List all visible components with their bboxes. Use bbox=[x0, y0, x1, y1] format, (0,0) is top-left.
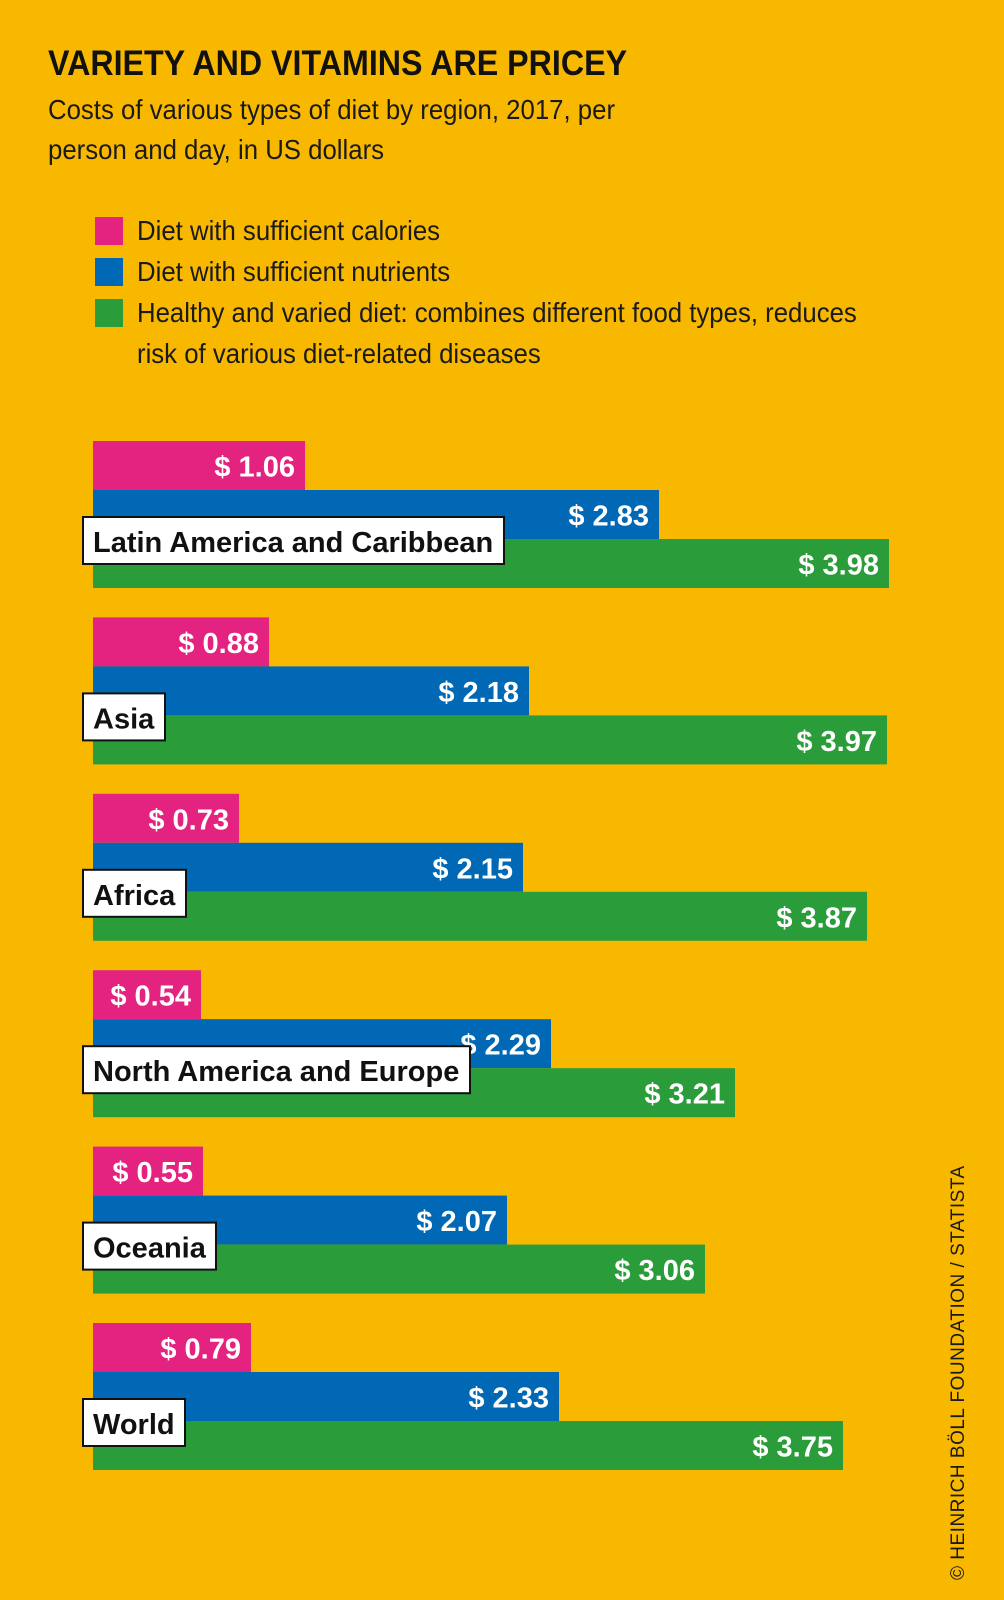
legend: Diet with sufficient calories Diet with … bbox=[95, 210, 927, 374]
category-label-oceania: Oceania bbox=[82, 1221, 217, 1271]
category-label-text: Africa bbox=[93, 880, 176, 912]
value-label-africa-nutrients: $ 2.15 bbox=[432, 853, 513, 885]
category-label-world: World bbox=[82, 1398, 186, 1447]
value-label-latin-america-and-caribbean-healthy: $ 3.98 bbox=[798, 550, 879, 582]
category-label-box bbox=[82, 868, 187, 918]
legend-item-nutrients: Diet with sufficient nutrients bbox=[95, 251, 927, 292]
bar-asia-calories bbox=[93, 617, 269, 667]
value-label-africa-healthy: $ 3.87 bbox=[776, 902, 857, 934]
category-label-africa: Africa bbox=[82, 868, 187, 918]
category-label-text: World bbox=[93, 1409, 175, 1441]
chart-title: VARIETY AND VITAMINS ARE PRICEY bbox=[48, 44, 628, 83]
value-label-oceania-calories: $ 0.55 bbox=[112, 1157, 193, 1189]
bar-oceania-calories bbox=[93, 1146, 203, 1196]
category-label-box bbox=[82, 692, 166, 742]
value-label-world-nutrients: $ 2.33 bbox=[468, 1383, 549, 1415]
legend-swatch-calories bbox=[95, 217, 123, 245]
value-label-africa-calories: $ 0.73 bbox=[148, 804, 229, 836]
value-label-world-healthy: $ 3.75 bbox=[752, 1432, 833, 1464]
chart-subtitle: Costs of various types of diet by region… bbox=[48, 94, 616, 165]
bar-world-healthy bbox=[93, 1421, 843, 1470]
legend-label-nutrients: Diet with sufficient nutrients bbox=[137, 256, 451, 287]
category-label-asia: Asia bbox=[82, 692, 166, 742]
bar-latin-america-and-caribbean-calories bbox=[93, 441, 305, 490]
category-label-box bbox=[82, 1221, 217, 1271]
category-label-text: North America and Europe bbox=[93, 1056, 459, 1088]
value-label-north-america-and-europe-healthy: $ 3.21 bbox=[644, 1079, 725, 1111]
bar-north-america-and-europe-calories bbox=[93, 970, 201, 1020]
value-label-world-calories: $ 0.79 bbox=[160, 1334, 241, 1366]
category-label-box bbox=[82, 1398, 186, 1447]
legend-item-healthy: Healthy and varied diet: combines differ… bbox=[95, 292, 927, 374]
value-label-north-america-and-europe-calories: $ 0.54 bbox=[110, 981, 191, 1013]
category-label-box bbox=[82, 516, 505, 565]
credit-text: © HEINRICH BÖLL FOUNDATION / STATISTA bbox=[948, 1165, 969, 1580]
category-label-latin-america-and-caribbean: Latin America and Caribbean bbox=[82, 516, 505, 565]
legend-item-calories: Diet with sufficient calories bbox=[95, 210, 927, 251]
value-label-latin-america-and-caribbean-nutrients: $ 2.83 bbox=[568, 501, 649, 533]
legend-swatch-nutrients bbox=[95, 258, 123, 286]
bar-africa-calories bbox=[93, 793, 239, 843]
value-label-oceania-healthy: $ 3.06 bbox=[614, 1255, 695, 1287]
legend-label-calories: Diet with sufficient calories bbox=[137, 215, 441, 246]
category-label-text: Oceania bbox=[93, 1233, 207, 1265]
legend-label-healthy: Healthy and varied diet: combines differ… bbox=[137, 297, 857, 369]
category-label-north-america-and-europe: North America and Europe bbox=[82, 1045, 471, 1095]
value-label-north-america-and-europe-nutrients: $ 2.29 bbox=[460, 1030, 541, 1062]
bar-africa-healthy bbox=[93, 891, 867, 941]
bar-asia-healthy bbox=[93, 715, 887, 765]
value-label-asia-nutrients: $ 2.18 bbox=[438, 677, 519, 709]
category-label-text: Latin America and Caribbean bbox=[93, 527, 493, 559]
bar-world-calories bbox=[93, 1323, 251, 1372]
value-label-asia-calories: $ 0.88 bbox=[178, 628, 259, 660]
category-label-text: Asia bbox=[93, 703, 155, 735]
legend-swatch-healthy bbox=[95, 299, 123, 327]
category-label-box bbox=[82, 1045, 471, 1095]
value-label-oceania-nutrients: $ 2.07 bbox=[416, 1206, 497, 1238]
value-label-latin-america-and-caribbean-calories: $ 1.06 bbox=[214, 452, 295, 484]
value-label-asia-healthy: $ 3.97 bbox=[796, 726, 877, 758]
